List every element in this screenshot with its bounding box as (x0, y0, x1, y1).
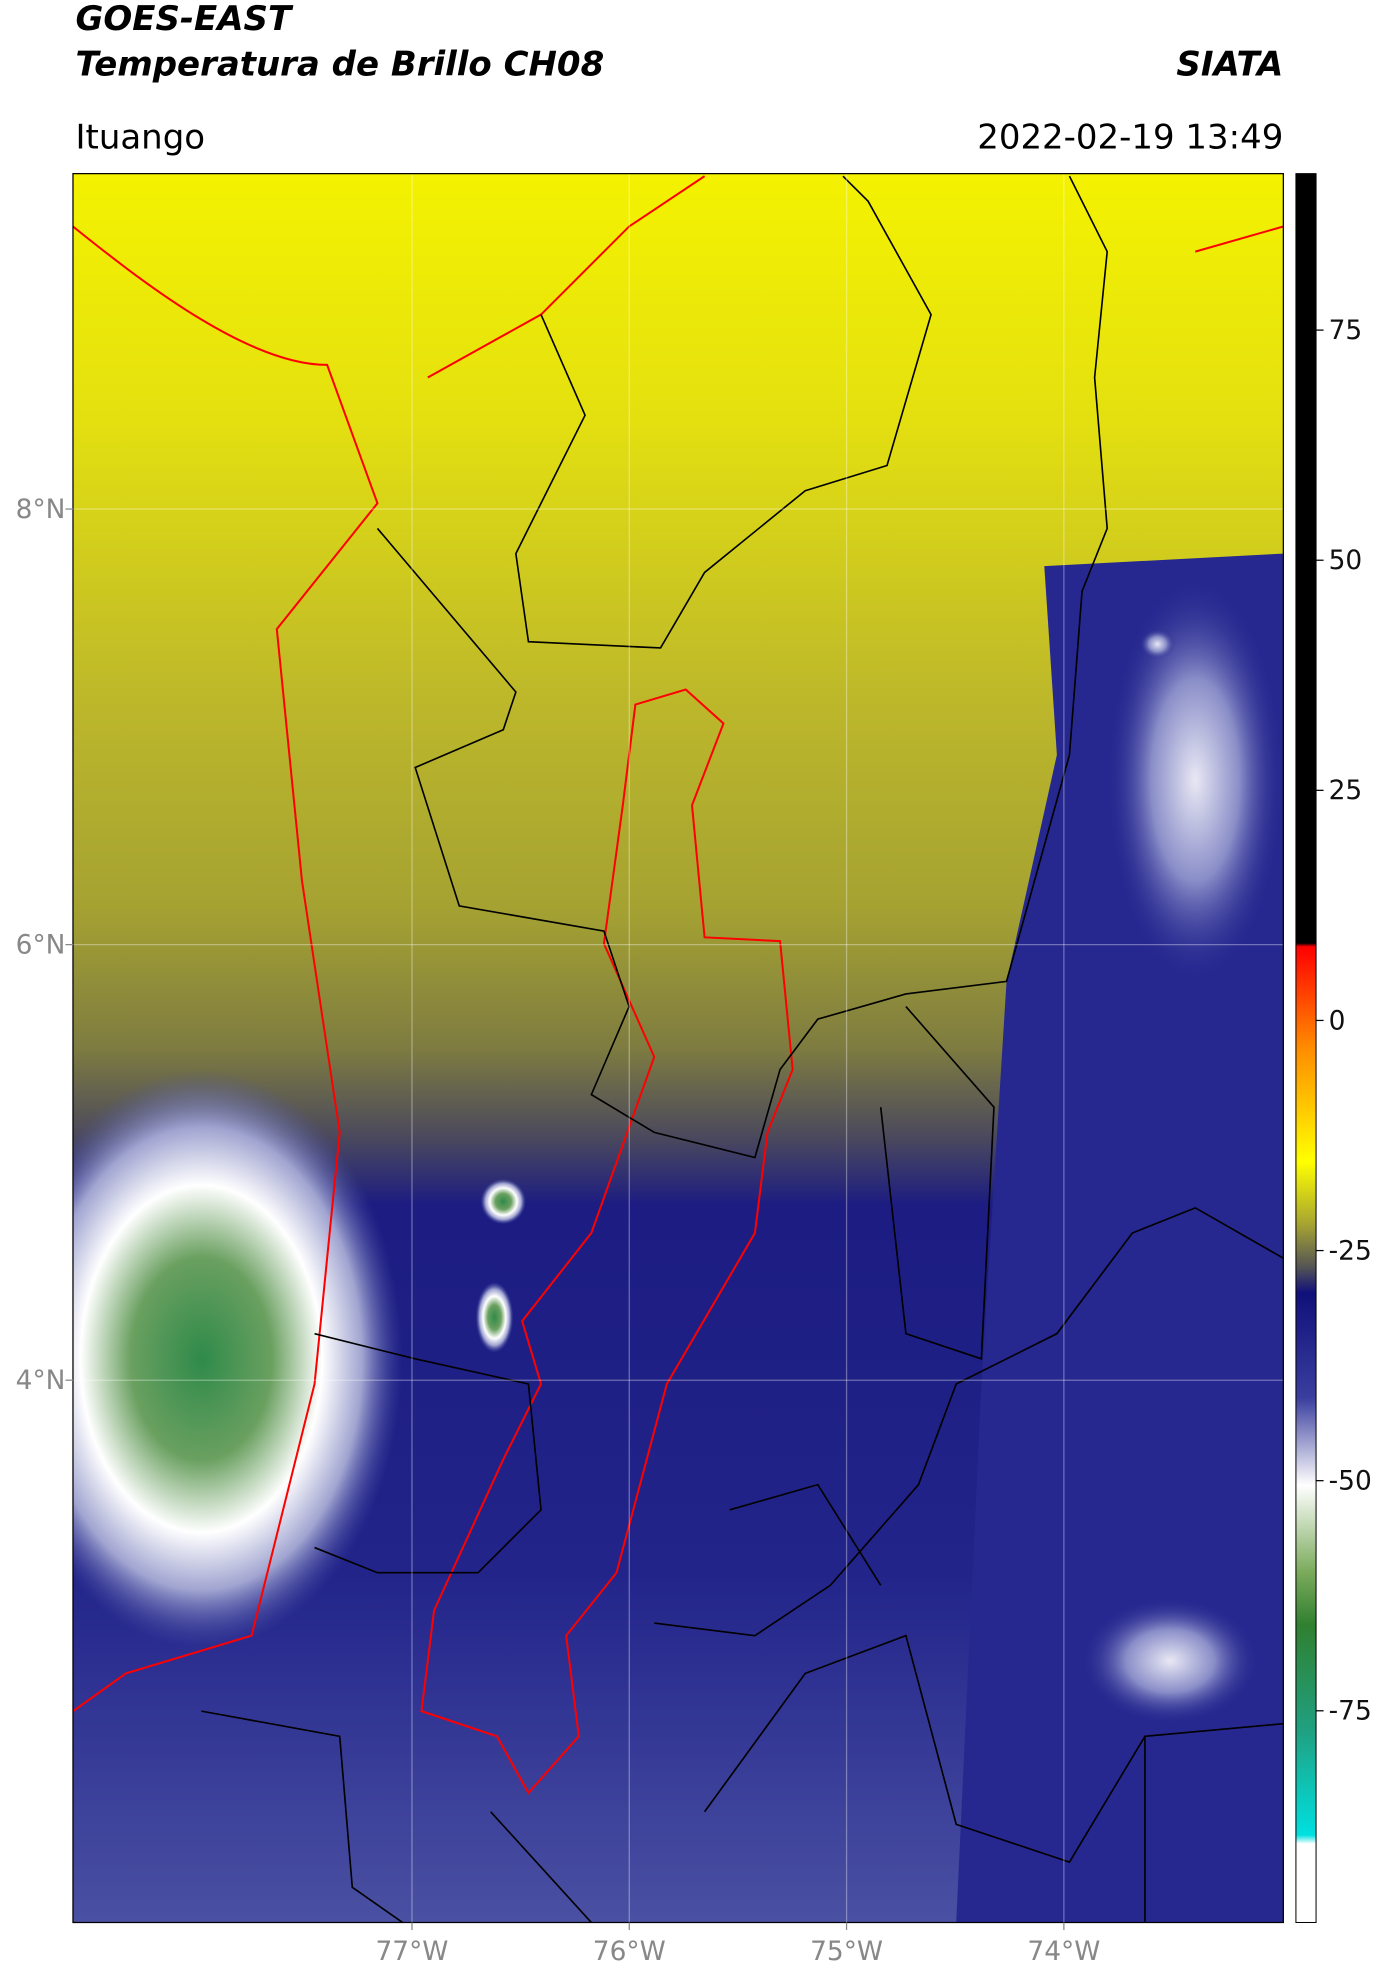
ticks: 77°W 76°W 75°W 74°W 8°N 6°N 4°N 75 50 25 0 -25 -50 -7… (16, 315, 1372, 1967)
admin-border (515, 175, 932, 649)
colorbar-tick-label: -25 (1329, 1235, 1372, 1266)
x-tick-label: 77°W (376, 1936, 449, 1967)
admin-border (201, 1634, 1284, 1923)
field-storm (72, 1069, 403, 1649)
ituango-region (420, 688, 794, 1795)
map-field (72, 173, 1284, 1923)
field-cloud (1082, 1597, 1259, 1724)
colorbar (1295, 173, 1317, 1923)
colorbar-tick-label: 75 (1329, 315, 1363, 346)
y-tick-label: 4°N (16, 1365, 66, 1396)
field-storm (480, 1178, 526, 1225)
agency: SIATA (1176, 44, 1283, 84)
timestamp: 2022-02-19 13:49 (977, 117, 1283, 157)
coastline (1194, 225, 1284, 253)
colorbar-tick-label: 0 (1329, 1005, 1346, 1036)
title: GOES-EAST (75, 0, 293, 39)
admin-border (376, 175, 1109, 1159)
admin-border (654, 1206, 1284, 1637)
x-tick-label: 74°W (1027, 1936, 1100, 1967)
coastline (427, 175, 706, 379)
gridlines (72, 173, 1284, 1923)
location: Ituango (75, 117, 205, 157)
admin-border (314, 1332, 542, 1574)
field-cloud (1139, 629, 1176, 660)
colorbar-tick-label: 50 (1329, 545, 1363, 576)
coastline (72, 225, 379, 1712)
colorbar-tick-label: -75 (1329, 1696, 1372, 1727)
y-tick-label: 6°N (16, 929, 66, 960)
field-storm (475, 1282, 514, 1353)
y-tick-label: 8°N (16, 494, 66, 525)
colorbar-tick-label: 25 (1329, 775, 1363, 806)
x-tick-label: 75°W (810, 1936, 883, 1967)
field-cloud (1107, 578, 1284, 982)
admin-border (729, 1006, 995, 1586)
colorbar-tick-label: -50 (1329, 1465, 1372, 1496)
x-tick-label: 76°W (593, 1936, 666, 1967)
map-frame (72, 172, 1284, 1924)
subtitle: Temperatura de Brillo CH08 (75, 44, 604, 84)
